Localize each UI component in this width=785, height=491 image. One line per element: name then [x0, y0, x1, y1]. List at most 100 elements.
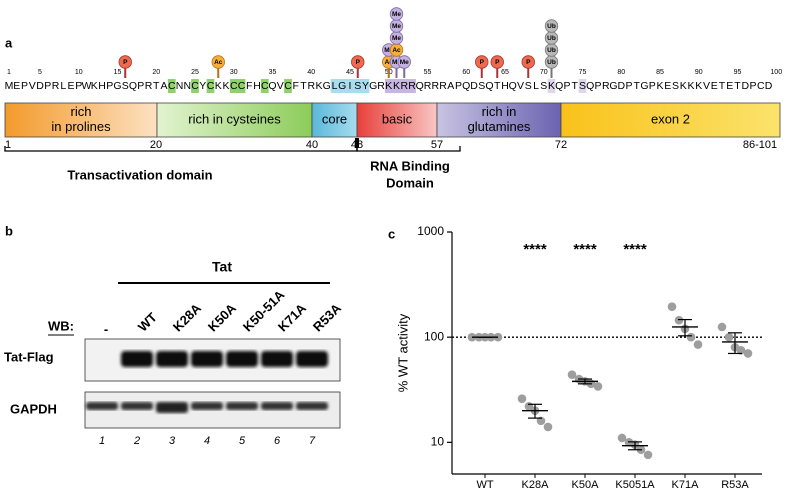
sequence-segment: APQDSQTHQVSLS	[447, 80, 547, 92]
position-number: 85	[656, 69, 664, 76]
sequence-highlight	[284, 79, 292, 93]
sequence-segment: C	[207, 80, 215, 92]
position-number: 100	[770, 69, 782, 76]
band	[156, 402, 188, 413]
lane-number: 6	[274, 435, 281, 447]
bracket-label: Transactivation domain	[67, 167, 212, 182]
band	[296, 402, 328, 410]
modification-badge	[351, 55, 365, 69]
point	[724, 332, 734, 342]
position-number: 15	[114, 69, 122, 76]
position-number: 20	[152, 69, 160, 76]
modification-label: Ub	[547, 59, 556, 66]
point	[667, 302, 677, 311]
band	[226, 351, 258, 367]
position-number: 5	[38, 69, 42, 76]
domain-label: basic	[382, 111, 413, 126]
sequence-segment: C	[191, 80, 199, 92]
modification-badge	[475, 55, 489, 69]
lane-label: R53A	[310, 300, 345, 335]
point	[717, 322, 727, 332]
band	[191, 351, 223, 367]
significance: ****	[523, 241, 547, 258]
bracket-label: RNA Binding	[370, 158, 450, 173]
modification-badge	[211, 55, 225, 69]
sequence-highlight	[167, 79, 176, 93]
position-number: 30	[230, 69, 238, 76]
point	[536, 416, 546, 426]
modification-label: P	[526, 59, 531, 66]
domain-label: in prolines	[51, 119, 111, 134]
y-tick-label: 1000	[417, 224, 444, 238]
modification-badge	[397, 55, 411, 69]
sequence-segment: MEPVDPRLEPWKHPGSQPRTA	[5, 80, 168, 92]
position-number: 65	[501, 69, 509, 76]
domain	[436, 102, 562, 138]
lane-label: K28A	[170, 300, 205, 335]
modification-label: Me	[392, 59, 401, 66]
sequence-segment: C	[261, 80, 269, 92]
domain	[560, 102, 781, 138]
domain-label: rich in cysteines	[188, 111, 281, 126]
modification-label: Ac	[214, 59, 223, 66]
modification-badge	[544, 19, 559, 33]
domain	[156, 102, 313, 138]
sequence-segment: C	[168, 80, 176, 92]
position-number: 80	[617, 69, 625, 76]
modification-label: Me	[392, 23, 401, 30]
point	[736, 346, 746, 355]
point	[543, 422, 553, 432]
lane-label: -	[104, 321, 108, 336]
band	[86, 402, 118, 410]
position-number: 55	[424, 69, 432, 76]
sequence-highlight	[229, 79, 246, 93]
point	[686, 332, 696, 342]
band	[261, 402, 293, 410]
point	[674, 315, 684, 325]
modification-label: P	[123, 59, 128, 66]
band	[121, 402, 153, 410]
sequence-segment: CC	[230, 80, 246, 92]
lane-number: 1	[99, 435, 105, 447]
point	[593, 382, 603, 391]
band	[226, 402, 258, 410]
sequence-segment: QV	[268, 80, 283, 92]
row-label: GAPDH	[10, 401, 57, 416]
group-label: Tat	[212, 259, 232, 275]
lane-label: K71A	[275, 300, 310, 335]
position-number: 95	[734, 69, 742, 76]
sequence-highlight	[206, 79, 215, 93]
bracket	[356, 146, 461, 152]
position-number: 75	[579, 69, 587, 76]
significance: ****	[623, 241, 647, 258]
sequence-highlight	[547, 79, 556, 93]
sequence-highlight	[578, 79, 587, 93]
modification-label: Me	[392, 35, 401, 42]
panel-label: a	[5, 35, 13, 50]
wb-label: WB:	[48, 318, 74, 333]
band	[296, 351, 328, 367]
domain-label: rich	[71, 104, 92, 119]
sequence-segment: K	[548, 80, 555, 92]
bracket-label: Domain	[386, 175, 434, 190]
x-tick-label: K71A	[672, 479, 700, 491]
modification-label: P	[495, 59, 500, 66]
sequence-segment: QPT	[555, 80, 578, 92]
domain	[311, 102, 358, 138]
domain-label: glutamines	[468, 119, 531, 134]
position-number: 90	[695, 69, 703, 76]
panel-label: b	[5, 223, 13, 238]
row-label: Tat-Flag	[4, 349, 54, 364]
boundary-label: 57	[431, 139, 443, 151]
boundary-label: 72	[555, 139, 567, 151]
x-tick-label: K28A	[522, 479, 550, 491]
lane-label: K50A	[205, 300, 240, 335]
lane-number: 4	[204, 435, 210, 447]
panel-label: c	[388, 226, 395, 241]
sequence-highlight	[384, 79, 416, 93]
sequence-highlight	[191, 79, 199, 93]
band	[261, 351, 293, 367]
sequence-segment: FTRKG	[293, 80, 331, 92]
point	[617, 433, 627, 443]
